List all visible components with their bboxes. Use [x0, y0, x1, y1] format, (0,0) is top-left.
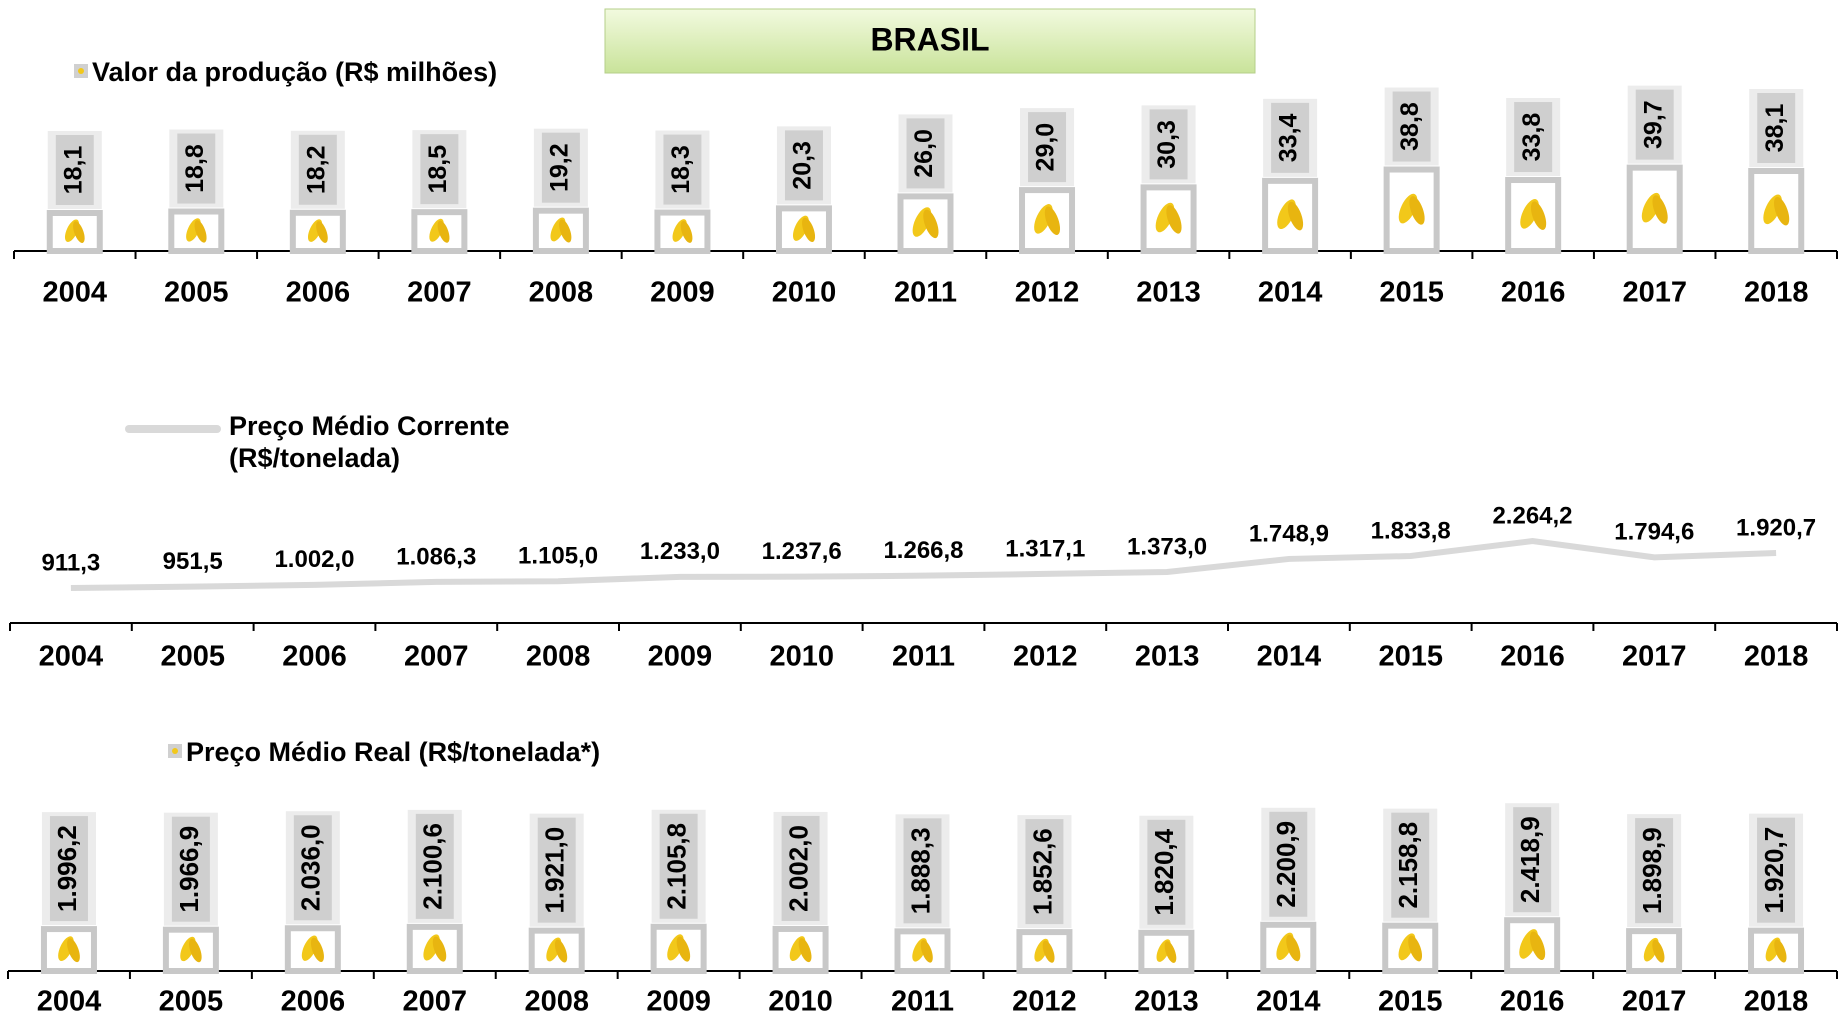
x-tick-label: 2013: [1136, 277, 1201, 309]
data-label: 1.748,9: [1249, 520, 1329, 547]
data-label: 1.794,6: [1614, 519, 1694, 546]
legend-swatch: [78, 68, 84, 74]
x-tick-label: 2007: [403, 986, 468, 1018]
data-label: 20,3: [789, 141, 817, 190]
data-label: 1.373,0: [1127, 533, 1207, 560]
x-tick-label: 2007: [404, 641, 469, 673]
data-label: 38,8: [1396, 102, 1424, 151]
x-tick-label: 2005: [164, 277, 229, 309]
x-tick-label: 2016: [1500, 641, 1565, 673]
data-label: 1.086,3: [396, 543, 476, 570]
x-tick-label: 2012: [1012, 986, 1077, 1018]
x-tick-label: 2009: [650, 277, 715, 309]
x-tick-label: 2008: [524, 986, 589, 1018]
chart: BRASIL 2004 2005 2006 2007 2008 2009 2010 2011 2…: [0, 0, 1843, 1019]
x-tick-label: 2014: [1257, 641, 1322, 673]
data-label: 1.966,9: [174, 826, 204, 913]
data-label: 1.996,2: [52, 825, 82, 912]
data-label: 1.833,8: [1371, 517, 1451, 544]
data-label: 1.920,7: [1759, 827, 1789, 914]
x-tick-label: 2007: [407, 277, 472, 309]
x-tick-label: 2010: [772, 277, 837, 309]
x-tick-label: 2012: [1013, 641, 1078, 673]
data-label: 1.921,0: [540, 827, 570, 914]
data-label: 1.888,3: [905, 827, 935, 914]
x-tick-label: 2017: [1622, 641, 1687, 673]
data-label: 1.920,7: [1736, 514, 1816, 541]
data-label: 18,3: [667, 145, 695, 194]
data-label: 1.233,0: [640, 538, 720, 565]
data-label: 1.820,4: [1149, 828, 1179, 915]
data-label: 18,2: [302, 145, 330, 194]
x-tick-label: 2006: [286, 277, 351, 309]
data-label: 19,2: [546, 143, 574, 192]
data-label: 2.200,9: [1271, 821, 1301, 908]
data-label: 2.002,0: [783, 825, 813, 912]
legend-label: Preço Médio Corrente (R$/tonelada): [229, 410, 649, 474]
x-tick-label: 2017: [1622, 277, 1687, 309]
data-label: 29,0: [1032, 123, 1060, 172]
x-tick-label: 2009: [648, 641, 713, 673]
x-tick-label: 2012: [1015, 277, 1080, 309]
x-tick-label: 2015: [1379, 277, 1444, 309]
x-tick-label: 2005: [160, 641, 225, 673]
data-label: 2.036,0: [296, 824, 326, 911]
legend-swatch: [172, 748, 178, 754]
data-label: 33,4: [1275, 113, 1303, 162]
x-tick-label: 2013: [1135, 641, 1200, 673]
x-tick-label: 2018: [1744, 641, 1809, 673]
data-label: 2.158,8: [1393, 822, 1423, 909]
x-tick-label: 2008: [529, 277, 594, 309]
x-tick-label: 2008: [526, 641, 591, 673]
data-label: 951,5: [163, 548, 223, 575]
x-tick-label: 2006: [282, 641, 347, 673]
x-tick-label: 2004: [39, 641, 104, 673]
legend-label: Valor da produção (R$ milhões): [92, 56, 692, 88]
data-label: 1.002,0: [274, 546, 354, 573]
data-label: 18,1: [59, 146, 87, 195]
x-tick-label: 2016: [1501, 277, 1566, 309]
data-label: 1.317,1: [1005, 535, 1085, 562]
x-tick-label: 2006: [281, 986, 346, 1018]
x-tick-label: 2005: [159, 986, 224, 1018]
x-tick-label: 2018: [1744, 277, 1809, 309]
x-tick-label: 2015: [1378, 986, 1443, 1018]
data-label: 38,1: [1761, 104, 1789, 153]
chart-title: BRASIL: [870, 21, 989, 57]
page: BRASIL 2004 2005 2006 2007 2008 2009 2010 2011 2…: [0, 0, 1843, 1019]
x-tick-label: 2015: [1378, 641, 1443, 673]
x-tick-label: 2009: [646, 986, 711, 1018]
data-label: 2.105,8: [662, 823, 692, 910]
x-tick-label: 2004: [37, 986, 102, 1018]
x-tick-label: 2010: [769, 641, 834, 673]
x-tick-label: 2016: [1500, 986, 1565, 1018]
x-tick-label: 2010: [768, 986, 833, 1018]
data-label: 911,3: [42, 549, 101, 576]
data-label: 1.898,9: [1637, 827, 1667, 914]
data-label: 33,8: [1518, 113, 1546, 162]
x-tick-label: 2018: [1744, 986, 1809, 1018]
data-label: 2.100,6: [418, 823, 448, 910]
data-label: 2.418,9: [1515, 816, 1545, 903]
data-label: 30,3: [1153, 120, 1181, 169]
x-tick-label: 2014: [1256, 986, 1321, 1018]
x-tick-label: 2011: [891, 986, 954, 1018]
data-label: 2.264,2: [1492, 502, 1572, 529]
data-label: 26,0: [910, 129, 938, 178]
data-label: 18,5: [424, 145, 452, 194]
x-tick-label: 2004: [43, 277, 108, 309]
x-tick-label: 2013: [1134, 986, 1199, 1018]
data-label: 1.237,6: [762, 538, 842, 565]
data-label: 1.105,0: [518, 543, 598, 570]
x-tick-label: 2017: [1622, 986, 1687, 1018]
legend-label: Preço Médio Real (R$/tonelada*): [186, 736, 886, 768]
data-label: 39,7: [1639, 100, 1667, 149]
data-label: 1.852,6: [1027, 828, 1057, 915]
data-label: 18,8: [181, 144, 209, 193]
data-label: 1.266,8: [883, 537, 963, 564]
x-tick-label: 2014: [1258, 277, 1323, 309]
x-tick-label: 2011: [894, 277, 957, 309]
x-tick-label: 2011: [892, 641, 955, 673]
